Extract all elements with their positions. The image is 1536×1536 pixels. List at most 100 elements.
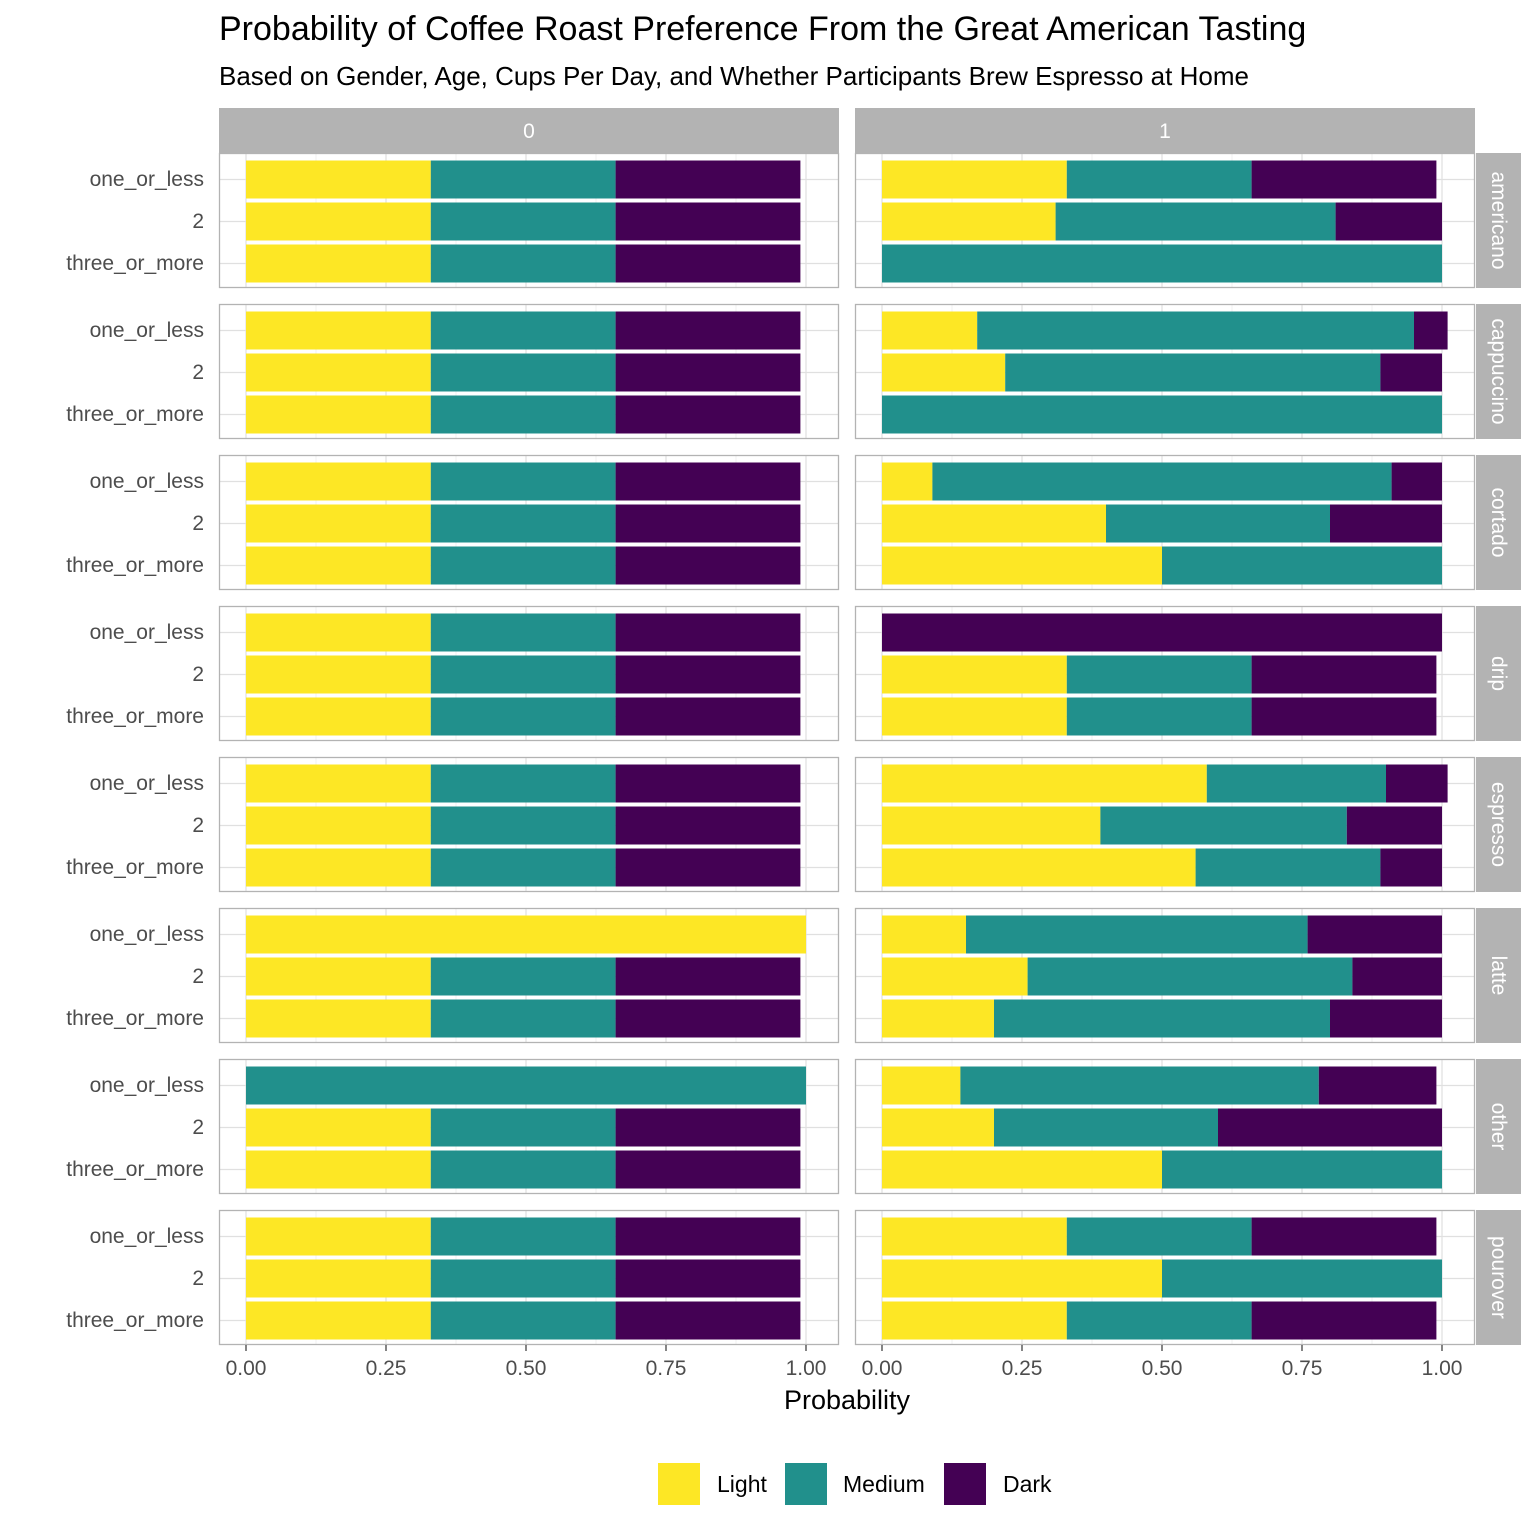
bar-segment-medium: [994, 1108, 1218, 1147]
bar-segment-medium: [1066, 1217, 1252, 1256]
bar-segment-medium: [430, 353, 616, 392]
bar-segment-dark: [615, 160, 801, 199]
bar-segment-dark: [615, 353, 801, 392]
facet-strip-col-1: [855, 108, 1475, 153]
bar-segment-light: [882, 697, 1067, 736]
legend-swatch: [658, 1463, 700, 1505]
chart-title: Probability of Coffee Roast Preference F…: [219, 10, 1306, 48]
bar-segment-light: [246, 395, 431, 434]
facet-strip-row-pourover: [1476, 1210, 1521, 1345]
y-tick-label: 2: [192, 1267, 204, 1290]
y-tick-label: one_or_less: [90, 621, 204, 644]
bar-segment-dark: [615, 1108, 801, 1147]
panel-border: [854, 454, 1476, 591]
bar-segment-dark: [1251, 1217, 1437, 1256]
bar-segment-light: [246, 613, 431, 652]
bar-segment-dark: [1346, 806, 1442, 845]
bar-segment-dark: [615, 957, 801, 996]
bar-segment-dark: [615, 764, 801, 803]
bar-segment-light: [882, 1301, 1067, 1340]
y-tick-label: one_or_less: [90, 168, 204, 191]
bar-segment-light: [882, 1066, 961, 1105]
panel-border: [218, 605, 840, 742]
y-tick-label: 2: [192, 361, 204, 384]
bar-segment-dark: [1414, 311, 1448, 350]
bar-segment-dark: [615, 999, 801, 1038]
y-tick-label: one_or_less: [90, 319, 204, 342]
bar-segment-dark: [615, 244, 801, 283]
bar-segment-medium: [430, 999, 616, 1038]
bar-segment-dark: [615, 655, 801, 694]
bar-segment-dark: [615, 462, 801, 501]
y-tick-label: 2: [192, 512, 204, 535]
facet-strip-row-label: cortado: [1487, 487, 1510, 557]
facet-strip-row-label: drip: [1487, 656, 1510, 691]
bar-segment-medium: [430, 697, 616, 736]
legend-label: Light: [717, 1471, 767, 1497]
facet-strip-row-label: pourover: [1487, 1236, 1510, 1319]
bar-segment-dark: [615, 395, 801, 434]
bar-segment-medium: [1162, 1150, 1442, 1189]
bar-segment-light: [246, 1150, 431, 1189]
facet-strip-row-americano: [1476, 153, 1521, 288]
y-tick-label: three_or_more: [66, 1007, 204, 1030]
bar-segment-medium: [246, 1066, 806, 1105]
facet-strip-col-0: [219, 108, 839, 153]
bar-segment-light: [882, 202, 1056, 241]
bar-segment-dark: [615, 806, 801, 845]
legend-swatch: [785, 1463, 827, 1505]
facet-strip-row-label: cappuccino: [1487, 318, 1510, 424]
bar-segment-dark: [1330, 999, 1442, 1038]
panel-border: [218, 1209, 840, 1346]
bar-segment-dark: [1330, 504, 1442, 543]
bar-segment-dark: [615, 1150, 801, 1189]
bar-segment-medium: [1162, 1259, 1442, 1298]
facet-strip-row-drip: [1476, 606, 1521, 741]
facet-strip-row-cappuccino: [1476, 304, 1521, 439]
bar-segment-medium: [430, 546, 616, 585]
bar-segment-dark: [882, 613, 1442, 652]
bar-segment-medium: [430, 311, 616, 350]
bar-segment-medium: [430, 202, 616, 241]
bar-segment-dark: [1391, 462, 1442, 501]
bar-segment-medium: [1195, 848, 1381, 887]
panel-border: [218, 303, 840, 440]
y-tick-label: 2: [192, 965, 204, 988]
legend-item-dark: Dark: [944, 1463, 1052, 1505]
y-tick-label: three_or_more: [66, 856, 204, 879]
facet-strip-row-label: other: [1487, 1103, 1510, 1151]
bar-segment-dark: [1251, 697, 1437, 736]
bar-segment-dark: [615, 311, 801, 350]
bar-segment-light: [882, 160, 1067, 199]
bar-segment-dark: [615, 848, 801, 887]
bar-segment-dark: [1318, 1066, 1437, 1105]
bar-segment-dark: [615, 1259, 801, 1298]
y-tick-label: three_or_more: [66, 403, 204, 426]
panel-border: [854, 303, 1476, 440]
y-tick-label: one_or_less: [90, 772, 204, 795]
bar-segment-medium: [430, 160, 616, 199]
bar-segment-medium: [430, 613, 616, 652]
bar-segment-light: [246, 1108, 431, 1147]
bar-segment-dark: [1380, 848, 1442, 887]
bar-segment-light: [246, 697, 431, 736]
bar-segment-light: [882, 1259, 1162, 1298]
bar-segment-dark: [615, 1217, 801, 1256]
panel-border: [218, 907, 840, 1044]
bar-segment-light: [246, 504, 431, 543]
y-tick-label: 2: [192, 210, 204, 233]
bar-segment-medium: [430, 764, 616, 803]
y-tick-label: 2: [192, 1116, 204, 1139]
bar-segment-dark: [1251, 655, 1437, 694]
facet-strip-col-label: 1: [1159, 120, 1171, 143]
bar-segment-medium: [430, 1150, 616, 1189]
bar-segment-medium: [1055, 202, 1336, 241]
bar-segment-dark: [615, 546, 801, 585]
bar-segment-light: [882, 1150, 1162, 1189]
bar-segment-light: [246, 848, 431, 887]
bar-segment-light: [882, 1217, 1067, 1256]
bar-segment-light: [246, 244, 431, 283]
bar-segment-dark: [1218, 1108, 1442, 1147]
panel-border: [218, 152, 840, 289]
bar-segment-dark: [1352, 957, 1442, 996]
